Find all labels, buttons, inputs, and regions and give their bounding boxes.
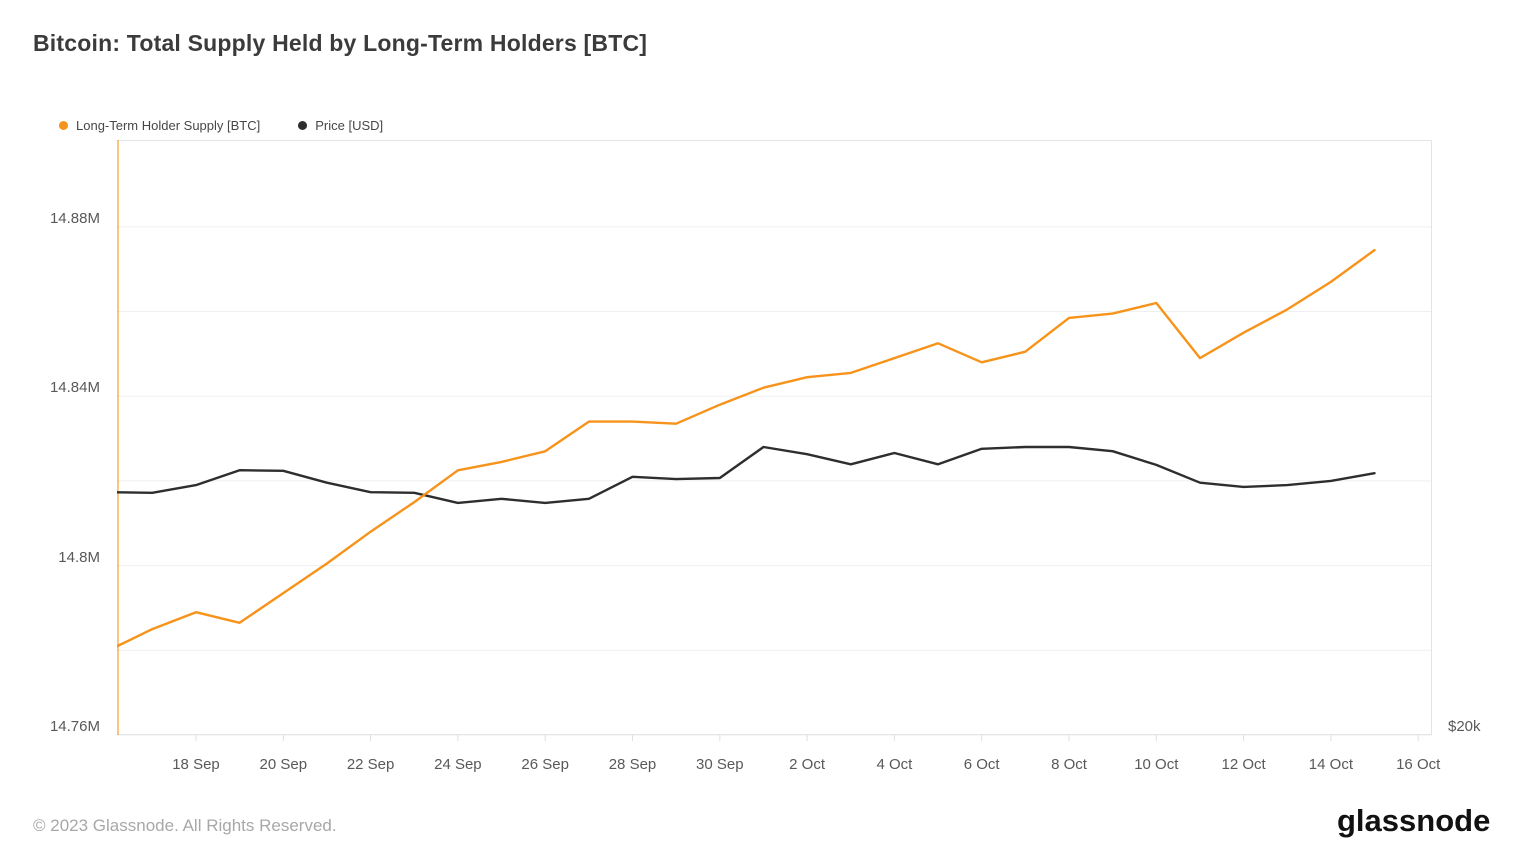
x-axis-tick-label: 24 Sep bbox=[434, 756, 482, 773]
x-axis-tick-label: 6 Oct bbox=[963, 756, 1000, 773]
chart-canvas[interactable] bbox=[107, 140, 1433, 743]
legend-item-price[interactable]: Price [USD] bbox=[298, 118, 383, 133]
x-axis-tick-label: 16 Oct bbox=[1396, 756, 1441, 773]
x-axis-tick-label: 2 Oct bbox=[789, 756, 826, 773]
y-axis-tick-label: 14.8M bbox=[58, 548, 100, 566]
copyright-text: © 2023 Glassnode. All Rights Reserved. bbox=[33, 816, 337, 835]
y-axis-tick-label: 14.76M bbox=[49, 718, 100, 735]
glassnode-logo-wordmark: glassnode bbox=[1337, 803, 1491, 838]
y-axis-tick-label: 14.84M bbox=[49, 379, 100, 397]
x-axis-tick-label: 10 Oct bbox=[1134, 756, 1179, 773]
x-axis-tick-label: 30 Sep bbox=[696, 756, 744, 773]
x-axis-tick-label: 14 Oct bbox=[1308, 756, 1353, 773]
y-axis-tick-label: 14.88M bbox=[49, 209, 100, 227]
x-axis-tick-label: 8 Oct bbox=[1051, 756, 1087, 773]
legend: Long-Term Holder Supply [BTC] Price [USD… bbox=[59, 118, 383, 133]
x-axis-tick-label: 26 Sep bbox=[521, 756, 569, 773]
x-axis-tick-label: 18 Sep bbox=[172, 756, 220, 773]
legend-label-price: Price [USD] bbox=[315, 118, 384, 133]
price-line bbox=[107, 445, 1376, 505]
page-title: Bitcoin: Total Supply Held by Long-Term … bbox=[33, 30, 648, 56]
price-axis-tick-label: $20k bbox=[1448, 718, 1481, 735]
x-axis-tick-label: 22 Sep bbox=[346, 756, 395, 773]
x-axis-tick-label: 20 Sep bbox=[259, 756, 308, 773]
price-series-dot-icon bbox=[298, 121, 308, 130]
supply-line bbox=[107, 248, 1376, 652]
x-axis-tick-label: 28 Sep bbox=[608, 756, 657, 773]
x-axis-tick-label: 12 Oct bbox=[1221, 756, 1266, 773]
legend-item-supply[interactable]: Long-Term Holder Supply [BTC] bbox=[59, 118, 260, 133]
plot-area[interactable] bbox=[107, 140, 1433, 748]
legend-label-supply: Long-Term Holder Supply [BTC] bbox=[76, 118, 261, 133]
supply-series-dot-icon bbox=[59, 121, 68, 130]
x-axis-tick-label: 4 Oct bbox=[876, 756, 913, 773]
